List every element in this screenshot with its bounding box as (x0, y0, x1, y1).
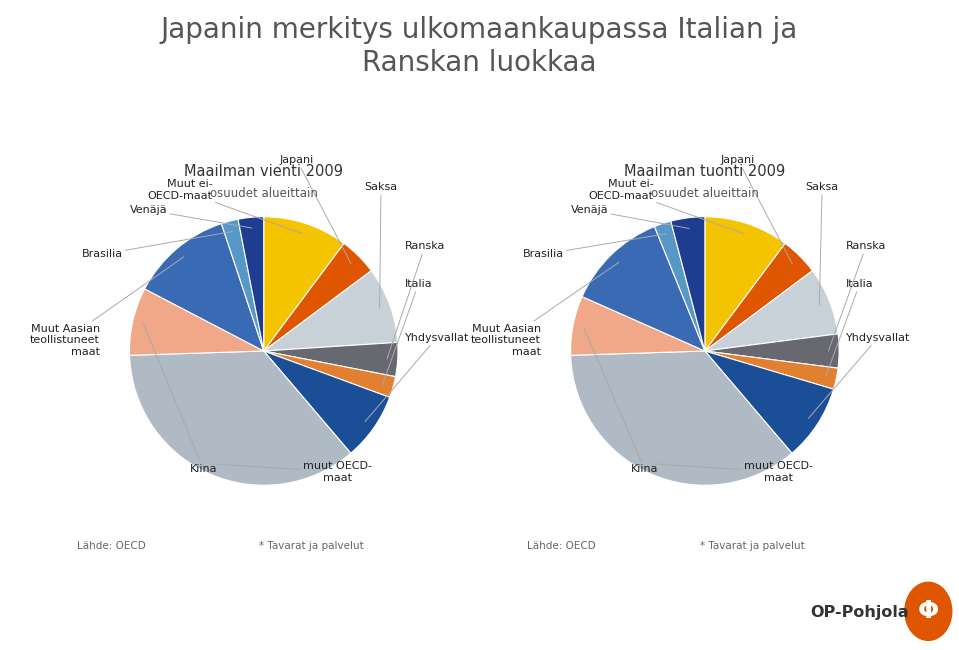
Text: osuudet alueittain: osuudet alueittain (651, 187, 759, 200)
Wedge shape (145, 224, 264, 351)
Wedge shape (705, 216, 785, 351)
Wedge shape (264, 343, 398, 376)
Text: Lähde: OECD: Lähde: OECD (527, 541, 596, 551)
Text: Ranska: Ranska (387, 241, 445, 359)
Wedge shape (705, 243, 812, 351)
Text: Brasilia: Brasilia (82, 231, 232, 259)
Wedge shape (264, 216, 344, 351)
Wedge shape (582, 227, 705, 351)
Text: muut OECD-
maat: muut OECD- maat (214, 461, 372, 483)
Wedge shape (705, 334, 839, 368)
Circle shape (905, 582, 951, 640)
Wedge shape (264, 351, 389, 453)
Wedge shape (705, 270, 838, 351)
Text: * Tavarat ja palvelut: * Tavarat ja palvelut (700, 541, 805, 551)
Wedge shape (264, 243, 371, 351)
Text: Japani: Japani (280, 155, 351, 264)
Text: Muut ei-
OECD-maat: Muut ei- OECD-maat (589, 179, 744, 234)
Text: Muut Aasian
teollistuneet
maat: Muut Aasian teollistuneet maat (30, 257, 184, 357)
Wedge shape (129, 351, 351, 486)
Wedge shape (264, 351, 395, 397)
Text: Maailman vienti 2009: Maailman vienti 2009 (184, 164, 343, 179)
Text: Muut Aasian
teollistuneet
maat: Muut Aasian teollistuneet maat (471, 262, 619, 357)
Text: Yhdysvallat: Yhdysvallat (365, 333, 469, 422)
Text: * Tavarat ja palvelut: * Tavarat ja palvelut (259, 541, 363, 551)
Text: Ranska: Ranska (829, 241, 886, 351)
Text: Kiina: Kiina (584, 328, 658, 474)
Text: osuudet alueittain: osuudet alueittain (210, 187, 317, 200)
Text: Japani: Japani (721, 155, 792, 264)
Text: Kiina: Kiina (143, 324, 217, 474)
Text: Maailman tuonti 2009: Maailman tuonti 2009 (624, 164, 785, 179)
Text: Yhdysvallat: Yhdysvallat (808, 333, 910, 419)
Wedge shape (654, 221, 705, 351)
Wedge shape (571, 296, 705, 356)
Text: Italia: Italia (383, 279, 433, 384)
Text: Venäjä: Venäjä (571, 205, 690, 229)
Wedge shape (670, 216, 705, 351)
Text: Italia: Italia (826, 279, 874, 376)
Text: Lähde: OECD: Lähde: OECD (77, 541, 146, 551)
Wedge shape (571, 351, 792, 486)
Text: OP-Pohjola: OP-Pohjola (810, 604, 909, 620)
Text: Japanin merkitys ulkomaankaupassa Italian ja: Japanin merkitys ulkomaankaupassa Italia… (161, 16, 798, 44)
Text: Brasilia: Brasilia (523, 234, 666, 259)
Wedge shape (222, 219, 264, 351)
Wedge shape (129, 289, 264, 356)
Text: Venäjä: Venäjä (129, 205, 252, 228)
Wedge shape (705, 351, 833, 453)
Text: muut OECD-
maat: muut OECD- maat (655, 461, 813, 483)
Text: Φ: Φ (918, 599, 939, 623)
Text: Saksa: Saksa (364, 182, 398, 308)
Text: Muut ei-
OECD-maat: Muut ei- OECD-maat (148, 179, 303, 234)
Text: Saksa: Saksa (806, 182, 839, 305)
Wedge shape (238, 216, 264, 351)
Text: Ranskan luokkaa: Ranskan luokkaa (363, 49, 596, 77)
Wedge shape (705, 351, 838, 389)
Wedge shape (264, 270, 398, 351)
